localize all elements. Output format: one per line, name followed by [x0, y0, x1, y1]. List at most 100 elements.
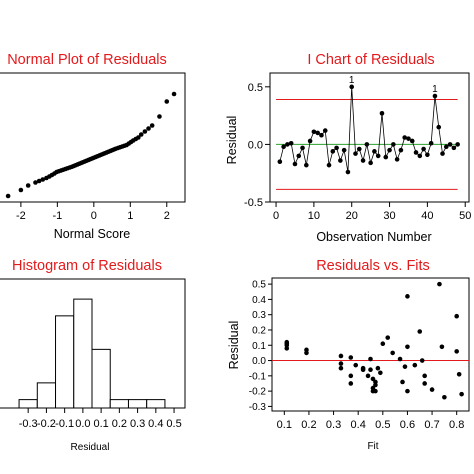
i-chart-point: [425, 152, 430, 158]
i-chart-flag-label: 1: [432, 84, 438, 95]
i-chart-title: I Chart of Residuals: [307, 52, 434, 68]
histogram-x-tick-label: 0.3: [130, 418, 145, 430]
i-chart-point: [353, 151, 358, 156]
residuals-vs-fits-y-tick-label: -0.2: [249, 387, 267, 398]
i-chart-point: [372, 149, 377, 154]
i-chart-y-tick-label: -0.5: [244, 197, 263, 209]
normal-plot-point: [146, 126, 151, 131]
normal-plot-point: [136, 135, 141, 140]
histogram-bar: [127, 399, 148, 409]
normal-plot-title: Normal Plot of Residuals: [7, 52, 167, 68]
i-chart-point: [296, 153, 302, 159]
residuals-vs-fits-point: [338, 361, 344, 366]
histogram-x-tick-label: 0.1: [93, 418, 108, 430]
residuals-vs-fits-point: [412, 362, 418, 368]
residuals-vs-fits-y-tick-label: 0.3: [252, 310, 266, 321]
i-chart-points: [277, 84, 460, 175]
i-chart-point: [334, 145, 339, 151]
i-chart-x-tick-label: 50: [459, 210, 471, 222]
i-chart-x-tick-label: 40: [421, 210, 433, 222]
histogram-x-tick-label: 0.4: [148, 418, 163, 430]
normal-plot-x-label: Normal Score: [54, 227, 130, 241]
i-chart-point: [300, 145, 305, 151]
residuals-vs-fits-point: [378, 370, 383, 376]
residuals-vs-fits-x-tick-label: 0.7: [424, 419, 439, 431]
residuals-vs-fits-point: [365, 373, 371, 379]
normal-plot-x-tick-label: 0: [91, 210, 97, 222]
i-chart-point: [326, 162, 332, 168]
i-chart-point: [356, 146, 362, 152]
residuals-vs-fits-point: [405, 294, 410, 299]
residuals-vs-fits-point: [442, 394, 447, 400]
residuals-vs-fits-point: [459, 391, 464, 397]
residuals-vs-fits-point: [454, 349, 459, 354]
residuals-vs-fits-point: [368, 356, 373, 362]
normal-plot-point: [164, 99, 170, 104]
i-chart-point: [394, 157, 400, 162]
residuals-vs-fits-point: [348, 373, 354, 379]
normal-plot-point: [142, 129, 148, 134]
i-chart-point: [455, 142, 460, 147]
i-chart-point: [341, 147, 347, 153]
histogram-bar: [91, 348, 111, 409]
i-chart-point: [315, 130, 320, 136]
histogram-bar: [55, 315, 75, 409]
i-chart-point: [391, 142, 396, 147]
residuals-vs-fits-x-tick-label: 0.1: [277, 419, 292, 431]
i-chart-x-tick-label: 30: [383, 210, 395, 222]
normal-plot-frame: [0, 72, 186, 203]
residuals-vs-fits-x-tick-label: 0.2: [301, 419, 316, 431]
i-chart-y-label: Residual: [225, 116, 239, 165]
residuals-vs-fits-y-tick-label: 0.0: [252, 356, 266, 367]
normal-plot-point: [33, 180, 38, 185]
normal-plot-point: [149, 123, 155, 128]
residuals-vs-fits-y-ticks: 0.5 0.4 0.3 0.2 0.1 0.0 -0.1 -0.2 -0.3: [249, 280, 272, 413]
residuals-vs-fits-point: [402, 364, 408, 369]
i-chart-point: [451, 145, 457, 151]
normal-plot-point: [171, 91, 177, 97]
residuals-vs-fits-point: [373, 388, 378, 394]
i-chart-point: [349, 84, 355, 90]
i-chart-y-ticks: 0.5 0.0 -0.5: [244, 82, 270, 209]
residuals-vs-fits-point: [405, 388, 410, 394]
i-chart-point: [444, 144, 449, 150]
normal-plot-x-tick-label: -2: [16, 210, 26, 222]
residuals-vs-fits-y-tick-label: -0.3: [249, 402, 267, 413]
residuals-vs-fits-point: [417, 329, 423, 334]
residuals-vs-fits-points: [284, 281, 464, 400]
normal-plot-point: [18, 187, 24, 193]
residuals-vs-fits-point: [454, 313, 459, 319]
histogram-x-tick-label: -0.3: [19, 418, 38, 430]
i-chart-point: [406, 136, 411, 141]
i-chart-point: [307, 138, 313, 144]
i-chart-point: [360, 158, 366, 163]
histogram-bars: [18, 298, 166, 409]
i-chart-point: [387, 147, 392, 153]
normal-plot-point: [40, 177, 46, 182]
residuals-vs-fits-point: [405, 344, 410, 350]
i-chart-point: [428, 140, 434, 146]
normal-plot-points: [5, 91, 177, 199]
residuals-vs-fits-y-tick-label: 0.5: [252, 280, 266, 291]
residuals-vs-fits-y-tick-label: 0.4: [252, 295, 266, 306]
i-chart-x-tick-label: 10: [308, 210, 320, 222]
i-chart-point: [409, 138, 415, 144]
i-chart-x-tick-label: 0: [273, 210, 279, 222]
normal-plot-point: [138, 132, 144, 137]
i-chart-point: [383, 154, 389, 160]
residuals-vs-fits-point: [284, 346, 290, 351]
normal-plot-point: [36, 178, 42, 184]
residuals-vs-fits-point: [400, 379, 405, 385]
residuals-vs-fits-title: Residuals vs. Fits: [316, 258, 430, 274]
residuals-vs-fits-point: [422, 373, 427, 379]
residuals-vs-fits-point: [338, 365, 344, 371]
residuals-vs-fits-point: [422, 381, 427, 386]
i-chart-point: [338, 158, 343, 163]
i-chart-point: [440, 151, 445, 156]
histogram-x-tick-label: -0.1: [55, 418, 74, 430]
residuals-vs-fits-panel: Residuals vs. Fits 0.5 0.4 0.3 0.2 0.1 0.0 -0.…: [227, 258, 470, 452]
normal-plot-x-tick-label: -1: [52, 210, 62, 222]
i-chart-point: [311, 129, 317, 135]
normal-plot-x-tick-label: 2: [164, 210, 170, 222]
residuals-vs-fits-y-tick-label: 0.2: [252, 325, 266, 336]
